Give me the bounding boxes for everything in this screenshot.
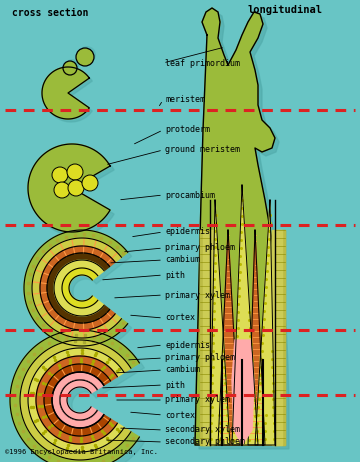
Polygon shape [255,200,275,445]
Text: primary phloem: primary phloem [165,353,235,363]
Text: pith: pith [165,270,185,280]
Circle shape [65,59,79,73]
Polygon shape [32,148,114,236]
Text: cortex: cortex [165,411,195,419]
Circle shape [52,167,68,183]
Circle shape [78,46,96,64]
Circle shape [68,180,84,196]
Polygon shape [60,380,97,420]
Circle shape [54,182,70,198]
Text: protoderm: protoderm [165,126,210,134]
Polygon shape [62,268,98,308]
Polygon shape [200,230,203,445]
Polygon shape [47,253,109,323]
Polygon shape [248,230,265,445]
Polygon shape [54,260,104,316]
Circle shape [63,61,77,75]
Text: longitudinal: longitudinal [248,5,323,15]
Text: pith: pith [165,381,185,389]
Polygon shape [42,67,89,119]
Text: cambium: cambium [165,255,200,265]
Polygon shape [24,230,128,346]
Text: primary xylem: primary xylem [165,395,230,405]
Polygon shape [195,8,285,445]
Polygon shape [199,12,289,449]
Text: ground meristem: ground meristem [165,146,240,154]
Circle shape [82,175,98,191]
Text: cambium: cambium [165,365,200,375]
Circle shape [76,48,94,66]
Polygon shape [232,340,254,445]
Polygon shape [40,246,115,330]
Polygon shape [282,230,285,445]
Text: primary xylem: primary xylem [165,291,230,299]
Polygon shape [28,348,124,452]
Text: cross section: cross section [12,8,88,18]
Text: meristem: meristem [165,96,205,104]
Polygon shape [232,185,258,445]
Polygon shape [275,230,285,445]
Text: primary phloem: primary phloem [165,243,235,253]
Polygon shape [45,70,92,122]
Text: secondary phloem: secondary phloem [165,438,245,446]
Polygon shape [203,230,213,445]
Text: ©1996 Encyclopaedia Britannica, Inc.: ©1996 Encyclopaedia Britannica, Inc. [5,449,158,455]
Polygon shape [10,330,139,462]
Text: leaf primordium: leaf primordium [165,59,240,67]
Polygon shape [36,356,117,444]
Polygon shape [28,234,132,350]
Text: cortex: cortex [165,314,195,322]
Polygon shape [44,364,111,436]
Polygon shape [15,335,144,462]
Polygon shape [52,372,104,428]
Text: epidermis: epidermis [165,227,210,237]
Polygon shape [200,230,210,445]
Polygon shape [210,200,230,445]
Polygon shape [28,144,110,232]
Circle shape [67,164,83,180]
Text: procambium: procambium [165,190,215,200]
Text: secondary xylem: secondary xylem [165,426,240,434]
Text: epidermis: epidermis [165,340,210,349]
Polygon shape [218,230,240,445]
Polygon shape [32,238,121,338]
Polygon shape [272,230,282,445]
Polygon shape [20,340,131,460]
